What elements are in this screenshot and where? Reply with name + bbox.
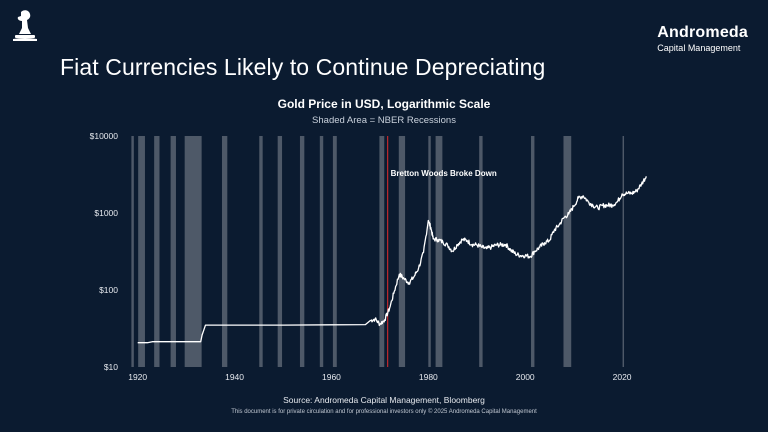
chess-knight-logo-icon	[13, 10, 37, 41]
x-tick-label-3: 1980	[419, 372, 438, 382]
page-title: Fiat Currencies Likely to Continue Depre…	[60, 54, 546, 80]
y-tick-label-0: $10	[104, 362, 118, 372]
recession-band-11	[379, 136, 385, 367]
recession-band-2	[154, 136, 160, 367]
recession-band-12	[398, 136, 406, 367]
brand-subtitle: Capital Management	[657, 43, 741, 53]
recession-band-14	[435, 136, 443, 367]
y-tick-label-1: $100	[99, 285, 118, 295]
recession-band-17	[563, 136, 572, 367]
chart-title: Gold Price in USD, Logarithmic Scale	[277, 97, 491, 111]
recession-band-13	[428, 136, 431, 367]
recession-band-1	[138, 136, 145, 367]
recession-band-4	[184, 136, 202, 367]
disclaimer: This document is for private circulation…	[231, 409, 537, 415]
y-tick-label-2: $1000	[94, 208, 118, 218]
x-tick-label-0: 1920	[128, 372, 147, 382]
x-tick-label-5: 2020	[613, 372, 632, 382]
recession-band-3	[170, 136, 176, 367]
brand-name: Andromeda	[657, 24, 748, 41]
recession-band-8	[299, 136, 305, 367]
x-tick-label-2: 1960	[322, 372, 341, 382]
recession-band-6	[259, 136, 263, 367]
recession-band-7	[277, 136, 283, 367]
source-note: Source: Andromeda Capital Management, Bl…	[283, 395, 485, 405]
x-tick-label-4: 2000	[516, 372, 535, 382]
x-tick-label-1: 1940	[225, 372, 244, 382]
gold-price-line	[137, 176, 647, 344]
brand-block: Andromeda Capital Management	[657, 24, 748, 53]
recession-band-9	[319, 136, 324, 367]
recession-band-18	[622, 136, 625, 367]
chart-subtitle: Shaded Area = NBER Recessions	[312, 115, 456, 126]
recession-band-0	[131, 136, 134, 367]
recession-band-10	[332, 136, 337, 367]
recession-band-5	[221, 136, 228, 367]
annotation-label-0: Bretton Woods Broke Down	[391, 169, 497, 178]
recession-band-15	[479, 136, 483, 367]
y-tick-label-3: $10000	[90, 131, 119, 141]
